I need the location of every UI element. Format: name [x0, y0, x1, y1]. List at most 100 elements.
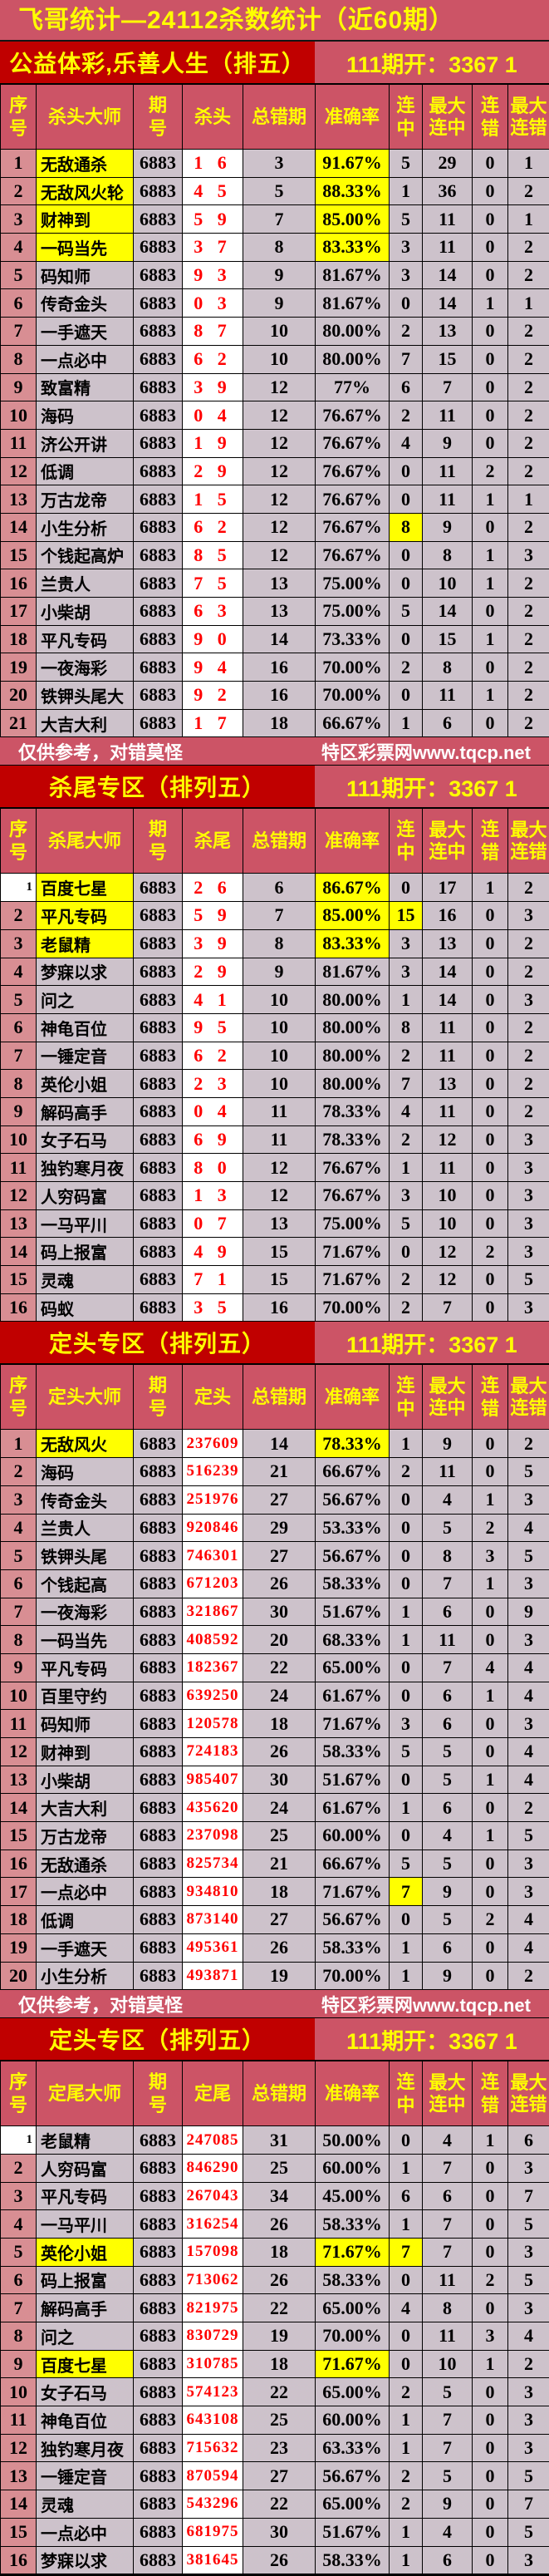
master-name-cell: 万古龙帝 [37, 485, 134, 514]
streak-hit-cell: 1 [390, 1154, 423, 1182]
total-wrong-cell: 10 [243, 1013, 316, 1042]
col-master: 杀尾大师 [37, 809, 134, 874]
issue-cell: 6883 [134, 682, 183, 710]
seq-cell: 8 [1, 2322, 37, 2351]
seq-cell: 7 [1, 2294, 37, 2322]
kill-value-cell: 2 6 [183, 874, 243, 902]
seq-cell: 6 [1, 1013, 37, 1042]
streak-miss-cell: 0 [473, 2210, 508, 2239]
accuracy-cell: 56.67% [316, 1485, 390, 1514]
kill-value-cell: 746301 [183, 1542, 243, 1570]
issue-cell: 6883 [134, 485, 183, 514]
kill-value-cell: 543296 [183, 2490, 243, 2519]
total-wrong-cell: 27 [243, 1542, 316, 1570]
max-streak-hit-cell: 11 [423, 1042, 473, 1070]
max-streak-hit-cell: 11 [423, 1154, 473, 1182]
max-streak-hit-cell: 11 [423, 205, 473, 234]
max-streak-miss-cell: 5 [508, 1542, 549, 1570]
total-wrong-cell: 19 [243, 2322, 316, 2351]
kill-value-cell: 4 5 [183, 177, 243, 205]
accuracy-cell: 78.33% [316, 1430, 390, 1458]
kill-value-cell: 2 3 [183, 1070, 243, 1098]
issue-cell: 6883 [134, 1598, 183, 1626]
master-name-cell: 财神到 [37, 205, 134, 234]
seq-cell: 14 [1, 513, 37, 541]
streak-hit-cell: 3 [390, 234, 423, 262]
master-name-cell: 一马平川 [37, 1209, 134, 1238]
seq-cell: 15 [1, 1822, 37, 1850]
max-streak-miss-cell: 3 [508, 1182, 549, 1210]
total-wrong-cell: 12 [243, 457, 316, 485]
master-name-cell: 一手遮天 [37, 318, 134, 346]
kill-value-cell: 713062 [183, 2266, 243, 2294]
streak-hit-cell: 1 [390, 1794, 423, 1822]
col-total-wrong: 总错期 [243, 809, 316, 874]
max-streak-hit-cell: 4 [423, 1485, 473, 1514]
accuracy-cell: 75.00% [316, 1209, 390, 1238]
total-wrong-cell: 15 [243, 1238, 316, 1266]
streak-hit-cell: 5 [390, 1209, 423, 1238]
max-streak-miss-cell: 4 [508, 1738, 549, 1766]
max-streak-miss-cell: 2 [508, 1962, 549, 1990]
master-name-cell: 小生分析 [37, 513, 134, 541]
max-streak-hit-cell: 13 [423, 929, 473, 958]
issue-cell: 6883 [134, 1154, 183, 1182]
max-streak-hit-cell: 7 [423, 2210, 473, 2239]
streak-hit-cell: 0 [390, 1569, 423, 1598]
streak-miss-cell: 0 [473, 1962, 508, 1990]
master-name-cell: 码上报富 [37, 1238, 134, 1266]
col-issue-label: 期号 [148, 94, 167, 140]
streak-hit-cell: 0 [390, 1238, 423, 1266]
max-streak-hit-cell: 4 [423, 2518, 473, 2546]
max-streak-hit-cell: 13 [423, 318, 473, 346]
disclaimer-text: 仅供参考，对错莫怪 [18, 738, 183, 765]
total-wrong-cell: 12 [243, 1182, 316, 1210]
streak-hit-cell: 0 [390, 1485, 423, 1514]
streak-hit-cell: 2 [390, 318, 423, 346]
accuracy-cell: 76.67% [316, 429, 390, 457]
accuracy-cell: 76.67% [316, 485, 390, 514]
accuracy-cell: 58.33% [316, 2546, 390, 2574]
col-seq-label: 序号 [8, 2071, 27, 2116]
master-name-cell: 小柴胡 [37, 1766, 134, 1794]
max-streak-hit-cell: 8 [423, 541, 473, 569]
max-streak-hit-cell: 29 [423, 150, 473, 178]
streak-miss-cell: 1 [473, 682, 508, 710]
issue-cell: 6883 [134, 2546, 183, 2574]
max-streak-hit-cell: 5 [423, 1514, 473, 1542]
streak-miss-cell: 0 [473, 1710, 508, 1738]
issue-cell: 6883 [134, 2210, 183, 2239]
total-wrong-cell: 12 [243, 513, 316, 541]
total-wrong-cell: 7 [243, 205, 316, 234]
max-streak-miss-cell: 3 [508, 2434, 549, 2462]
kill-value-cell: 3 9 [183, 929, 243, 958]
max-streak-miss-cell: 7 [508, 2182, 549, 2210]
master-name-cell: 兰贵人 [37, 1514, 134, 1542]
streak-hit-cell: 0 [390, 2350, 423, 2378]
master-name-cell: 兰贵人 [37, 569, 134, 598]
total-wrong-cell: 27 [243, 1485, 316, 1514]
section-banner: 定头专区（排列五） 111期开：3367 1 [0, 2018, 549, 2061]
total-wrong-cell: 26 [243, 2546, 316, 2574]
master-name-cell: 独钓寒月夜 [37, 2434, 134, 2462]
header-row: 序号杀尾大师期号杀尾总错期准确率连中最大连中连错最大连错 [1, 809, 549, 874]
total-wrong-cell: 26 [243, 2266, 316, 2294]
master-name-cell: 一夜海彩 [37, 653, 134, 682]
seq-cell: 16 [1, 1849, 37, 1878]
accuracy-cell: 91.67% [316, 150, 390, 178]
master-name-cell: 致富精 [37, 373, 134, 401]
master-name-cell: 灵魂 [37, 2490, 134, 2519]
max-streak-hit-cell: 17 [423, 874, 473, 902]
max-streak-hit-cell: 5 [423, 2462, 473, 2490]
seq-cell: 7 [1, 1042, 37, 1070]
max-streak-miss-cell: 2 [508, 653, 549, 682]
col-issue: 期号 [134, 85, 183, 150]
streak-hit-cell: 0 [390, 289, 423, 318]
total-wrong-cell: 18 [243, 709, 316, 737]
